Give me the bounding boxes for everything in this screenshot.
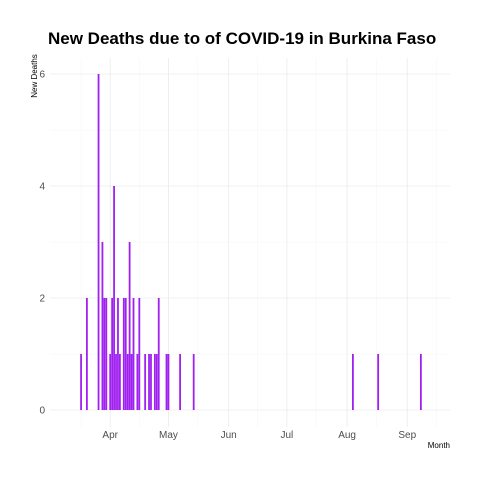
bar [105, 298, 108, 410]
x-axis-title: Month [428, 441, 450, 450]
chart-title: New Deaths due to of COVID-19 in Burkina… [48, 29, 436, 48]
x-tick-label: Jul [280, 430, 293, 441]
bar [115, 354, 117, 410]
bar [130, 354, 133, 410]
bar [153, 354, 156, 410]
bar [97, 74, 100, 410]
bar [419, 354, 422, 410]
bar [124, 298, 127, 410]
bar [101, 242, 104, 410]
bar [122, 298, 125, 410]
y-axis-title: New Deaths [30, 54, 39, 98]
bar [80, 354, 82, 410]
x-tick-label: May [159, 430, 178, 441]
bar [85, 298, 88, 410]
bar [352, 354, 354, 410]
bar [136, 354, 139, 410]
bar [148, 354, 150, 410]
bars [80, 74, 422, 410]
y-tick-label: 0 [39, 406, 45, 417]
grid [50, 58, 450, 427]
bar [109, 354, 112, 410]
bar [132, 298, 135, 410]
bar [167, 354, 170, 410]
bar [111, 298, 114, 410]
bar [155, 354, 158, 410]
x-tick-label: Aug [338, 430, 356, 441]
bar [138, 298, 141, 410]
x-tick-label: Sep [398, 430, 416, 441]
bar [117, 298, 119, 410]
x-tick-labels: Apr May Jun Jul Aug Sep [102, 430, 416, 441]
bar [157, 298, 160, 410]
bar [144, 354, 147, 410]
y-tick-label: 6 [39, 70, 45, 81]
x-tick-label: Jun [221, 430, 237, 441]
bar [179, 354, 181, 410]
bar [192, 354, 195, 410]
bar [126, 354, 129, 410]
bar [113, 186, 115, 410]
bar [128, 242, 131, 410]
y-tick-labels: 0 2 4 6 [39, 70, 45, 417]
bar [377, 354, 380, 410]
bar [103, 298, 106, 410]
y-tick-label: 4 [39, 182, 45, 193]
bar [119, 354, 121, 410]
bar [165, 354, 168, 410]
x-tick-label: Apr [102, 430, 118, 441]
y-tick-label: 2 [39, 294, 45, 305]
bar [150, 354, 152, 410]
